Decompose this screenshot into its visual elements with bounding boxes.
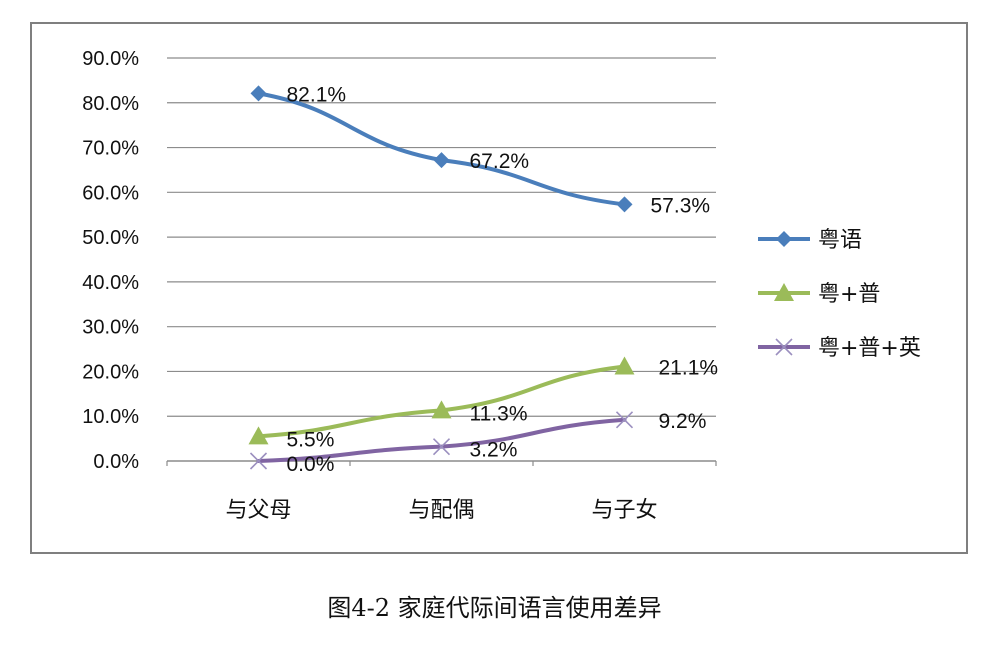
x-tick-label: 与配偶 bbox=[408, 498, 474, 523]
diamond-marker bbox=[616, 196, 633, 213]
y-tick-label: 30.0% bbox=[82, 317, 139, 339]
chart-frame: 0.0% 10.0% 20.0% 30.0% 40.0% 50.0% 60.0% 70.0% 8… bbox=[30, 22, 968, 554]
legend-label: 粤+普+英 bbox=[818, 336, 921, 361]
data-label: 21.1% bbox=[659, 357, 719, 380]
x-marker bbox=[249, 452, 268, 470]
series-line bbox=[256, 91, 627, 207]
diamond-marker bbox=[433, 152, 450, 169]
data-label: 57.3% bbox=[651, 194, 711, 217]
y-tick-label: 60.0% bbox=[82, 182, 139, 204]
x-tick-label: 与父母 bbox=[225, 498, 291, 523]
legend-label: 粤语 bbox=[818, 228, 862, 253]
legend-x-marker bbox=[775, 338, 793, 356]
y-tick-label: 0.0% bbox=[93, 451, 139, 473]
y-tick-label: 40.0% bbox=[82, 272, 139, 294]
data-label: 3.2% bbox=[470, 439, 518, 462]
y-tick-label: 50.0% bbox=[82, 227, 139, 249]
x-marker bbox=[615, 411, 634, 429]
figure-caption: 图4-2 家庭代际间语言使用差异 bbox=[327, 594, 662, 622]
y-tick-label: 20.0% bbox=[82, 361, 139, 383]
legend-diamond-marker bbox=[776, 231, 792, 247]
triangle-marker bbox=[614, 356, 635, 375]
legend-item: 粤+普 bbox=[758, 282, 880, 307]
triangle-marker bbox=[248, 426, 269, 445]
line-chart: 0.0% 10.0% 20.0% 30.0% 40.0% 50.0% 60.0% 70.0% 8… bbox=[82, 48, 921, 523]
legend-item: 粤语 bbox=[758, 228, 862, 253]
x-marker-stroke bbox=[432, 438, 451, 456]
y-tick-label: 10.0% bbox=[82, 406, 139, 428]
x-tick-label: 与子女 bbox=[591, 498, 657, 523]
data-label: 67.2% bbox=[470, 150, 530, 173]
x-marker-stroke bbox=[615, 411, 634, 429]
x-marker-stroke bbox=[249, 452, 268, 470]
y-tick-label: 80.0% bbox=[82, 93, 139, 115]
data-label: 9.2% bbox=[659, 410, 707, 433]
legend-triangle-marker bbox=[774, 283, 794, 301]
data-label: 0.0% bbox=[287, 453, 335, 476]
legend-label: 粤+普 bbox=[818, 282, 880, 307]
x-marker bbox=[432, 438, 451, 456]
legend-item: 粤+普+英 bbox=[758, 336, 921, 361]
data-label: 5.5% bbox=[287, 428, 335, 451]
diamond-marker bbox=[250, 85, 267, 102]
y-tick-label: 70.0% bbox=[82, 138, 139, 160]
y-tick-label: 90.0% bbox=[82, 48, 139, 70]
data-label: 82.1% bbox=[287, 83, 347, 106]
data-label: 11.3% bbox=[470, 402, 528, 425]
triangle-marker bbox=[431, 400, 452, 419]
